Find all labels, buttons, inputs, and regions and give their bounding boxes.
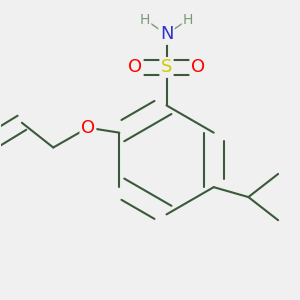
Text: O: O (128, 58, 142, 76)
Text: S: S (161, 58, 172, 76)
Text: O: O (81, 119, 95, 137)
Text: H: H (140, 13, 150, 27)
Text: H: H (183, 13, 193, 27)
Text: O: O (191, 58, 205, 76)
Text: N: N (160, 26, 173, 44)
